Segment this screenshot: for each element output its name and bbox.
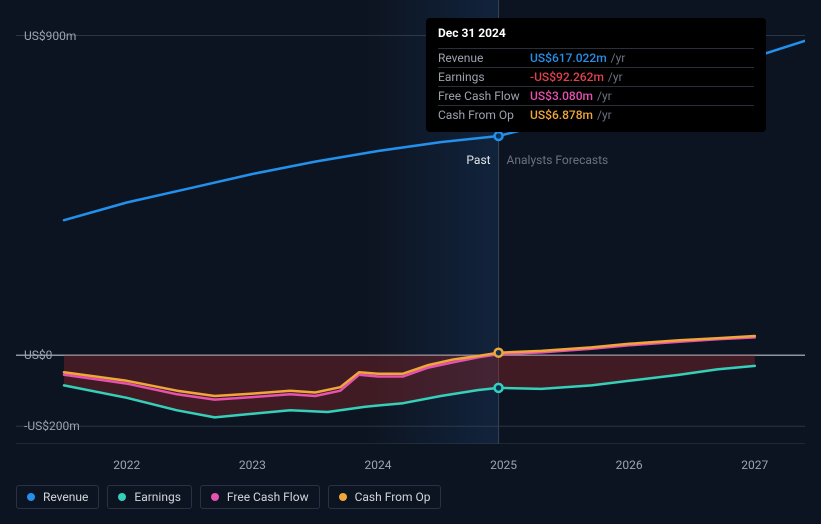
x-axis-label: 2022 xyxy=(113,458,140,472)
legend-label: Earnings xyxy=(134,490,181,504)
tooltip-row: Free Cash FlowUS$3.080m/yr xyxy=(438,86,754,105)
x-axis-label: 2027 xyxy=(741,458,768,472)
tooltip-row: Cash From OpUS$6.878m/yr xyxy=(438,105,754,124)
tooltip-row-unit: /yr xyxy=(597,108,612,122)
tooltip-row-label: Revenue xyxy=(438,51,530,65)
marker-earnings xyxy=(495,384,503,392)
x-axis-label: 2025 xyxy=(490,458,517,472)
legend-label: Revenue xyxy=(43,490,88,504)
y-axis-label: -US$200m xyxy=(24,419,80,433)
legend-label: Free Cash Flow xyxy=(227,490,309,504)
tooltip-row-label: Earnings xyxy=(438,70,530,84)
chart-legend: Revenue Earnings Free Cash Flow Cash From O… xyxy=(16,485,441,509)
tooltip-row: RevenueUS$617.022m/yr xyxy=(438,48,754,67)
tooltip-row-unit: /yr xyxy=(611,51,626,65)
tooltip-row-label: Free Cash Flow xyxy=(438,89,530,103)
legend-label: Cash From Op xyxy=(355,490,431,504)
tooltip-row-value: -US$92.262m xyxy=(530,70,604,84)
legend-item-revenue[interactable]: Revenue xyxy=(16,485,99,509)
legend-item-earnings[interactable]: Earnings xyxy=(107,485,192,509)
tooltip-row-unit: /yr xyxy=(597,89,612,103)
chart-tooltip: Dec 31 2024 RevenueUS$617.022m/yrEarning… xyxy=(426,18,766,132)
tooltip-row-unit: /yr xyxy=(608,70,623,84)
y-axis-label: US$0 xyxy=(24,348,52,362)
x-axis-label: 2023 xyxy=(239,458,266,472)
legend-dot-icon xyxy=(118,493,126,501)
legend-dot-icon xyxy=(211,493,219,501)
x-axis-label: 2024 xyxy=(364,458,391,472)
marker-revenue xyxy=(495,132,503,140)
legend-item-freeCashFlow[interactable]: Free Cash Flow xyxy=(200,485,320,509)
legend-dot-icon xyxy=(27,493,35,501)
tooltip-date: Dec 31 2024 xyxy=(438,26,754,44)
tooltip-row: Earnings-US$92.262m/yr xyxy=(438,67,754,86)
tooltip-row-label: Cash From Op xyxy=(438,108,530,122)
marker-cashFromOp xyxy=(495,349,503,357)
past-label: Past xyxy=(466,153,490,167)
legend-dot-icon xyxy=(339,493,347,501)
x-axis-label: 2026 xyxy=(616,458,643,472)
tooltip-row-value: US$3.080m xyxy=(530,89,593,103)
y-axis-label: US$900m xyxy=(24,29,76,43)
forecast-label: Analysts Forecasts xyxy=(507,153,609,167)
legend-item-cashFromOp[interactable]: Cash From Op xyxy=(328,485,442,509)
tooltip-row-value: US$6.878m xyxy=(530,108,593,122)
tooltip-row-value: US$617.022m xyxy=(530,51,607,65)
